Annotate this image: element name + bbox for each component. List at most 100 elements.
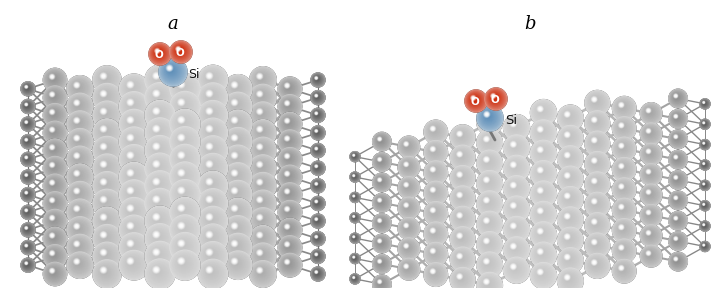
Circle shape — [235, 192, 237, 194]
Circle shape — [71, 239, 88, 255]
Circle shape — [235, 245, 237, 246]
Circle shape — [703, 183, 704, 185]
Circle shape — [378, 240, 384, 246]
Circle shape — [352, 215, 357, 221]
Circle shape — [703, 123, 705, 124]
Circle shape — [103, 199, 108, 205]
Circle shape — [208, 93, 214, 99]
Circle shape — [703, 102, 706, 105]
Circle shape — [228, 167, 247, 186]
Circle shape — [647, 109, 650, 112]
Circle shape — [261, 166, 262, 167]
Circle shape — [129, 137, 135, 143]
Circle shape — [379, 261, 382, 264]
Circle shape — [159, 59, 186, 85]
Circle shape — [258, 128, 266, 135]
Circle shape — [619, 123, 624, 127]
Circle shape — [674, 114, 678, 119]
Circle shape — [459, 174, 464, 179]
Circle shape — [405, 225, 410, 230]
Circle shape — [179, 154, 187, 162]
Circle shape — [468, 94, 482, 107]
Circle shape — [533, 103, 553, 122]
Circle shape — [511, 264, 516, 270]
Circle shape — [174, 95, 195, 117]
Circle shape — [179, 101, 183, 104]
Circle shape — [254, 89, 271, 105]
Circle shape — [613, 118, 635, 140]
Circle shape — [228, 237, 247, 256]
Circle shape — [614, 118, 634, 139]
Circle shape — [353, 216, 355, 218]
Circle shape — [614, 200, 634, 220]
Circle shape — [379, 240, 381, 242]
Circle shape — [504, 238, 529, 262]
Circle shape — [53, 219, 54, 220]
Circle shape — [199, 190, 226, 217]
Circle shape — [76, 120, 78, 121]
Circle shape — [459, 236, 464, 240]
Circle shape — [282, 168, 297, 184]
Circle shape — [120, 111, 147, 137]
Circle shape — [646, 149, 654, 158]
Circle shape — [315, 217, 318, 221]
Circle shape — [100, 196, 107, 203]
Circle shape — [128, 206, 137, 215]
Circle shape — [675, 238, 676, 239]
Circle shape — [673, 216, 681, 224]
Circle shape — [170, 109, 200, 139]
Circle shape — [315, 130, 317, 132]
Circle shape — [258, 251, 266, 259]
Circle shape — [72, 222, 86, 236]
Circle shape — [703, 225, 705, 226]
Circle shape — [377, 259, 382, 264]
Circle shape — [155, 198, 158, 201]
Circle shape — [703, 163, 706, 166]
Circle shape — [170, 250, 200, 280]
Circle shape — [491, 94, 499, 102]
Circle shape — [676, 116, 679, 119]
Circle shape — [49, 127, 59, 137]
Circle shape — [103, 235, 107, 238]
Circle shape — [232, 118, 241, 127]
Circle shape — [259, 129, 263, 133]
Circle shape — [102, 233, 110, 241]
Circle shape — [373, 214, 391, 232]
Circle shape — [164, 63, 180, 79]
Circle shape — [316, 148, 317, 149]
Circle shape — [180, 172, 182, 174]
Circle shape — [231, 100, 242, 111]
Circle shape — [72, 239, 86, 254]
Circle shape — [23, 101, 33, 111]
Circle shape — [177, 186, 192, 201]
Circle shape — [74, 101, 83, 109]
Circle shape — [25, 173, 28, 177]
Circle shape — [531, 141, 555, 166]
Circle shape — [155, 110, 157, 112]
Circle shape — [404, 183, 412, 191]
Circle shape — [379, 220, 383, 224]
Circle shape — [563, 192, 576, 205]
Circle shape — [251, 227, 273, 249]
Circle shape — [560, 229, 581, 251]
Circle shape — [103, 163, 105, 165]
Circle shape — [282, 81, 296, 95]
Circle shape — [44, 211, 66, 231]
Circle shape — [404, 264, 412, 272]
Circle shape — [700, 140, 710, 149]
Circle shape — [352, 194, 357, 200]
Circle shape — [74, 171, 83, 180]
Circle shape — [466, 91, 486, 111]
Circle shape — [701, 242, 708, 250]
Circle shape — [25, 227, 30, 232]
Circle shape — [314, 129, 321, 136]
Circle shape — [428, 185, 442, 200]
Circle shape — [590, 156, 603, 170]
Circle shape — [354, 277, 355, 279]
Circle shape — [674, 135, 681, 142]
Circle shape — [26, 245, 28, 248]
Circle shape — [250, 208, 276, 234]
Circle shape — [100, 161, 112, 173]
Circle shape — [703, 163, 705, 164]
Circle shape — [675, 237, 677, 240]
